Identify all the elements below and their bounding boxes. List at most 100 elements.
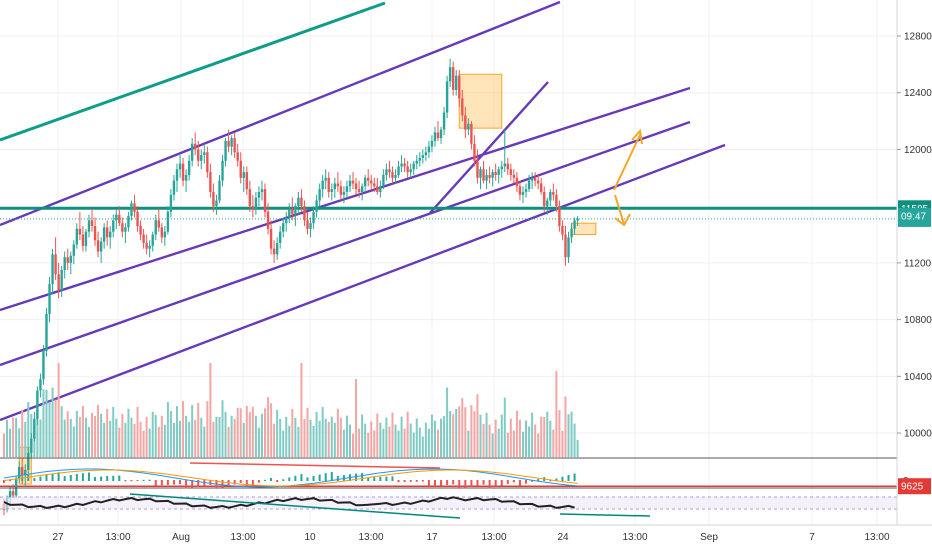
candle-body: [397, 166, 400, 175]
volume-bar: [433, 420, 436, 457]
macd-histogram-bar: [512, 480, 515, 483]
volume-bar: [130, 417, 133, 457]
volume-bar: [324, 418, 327, 457]
candle: [351, 172, 355, 190]
candle: [187, 155, 191, 181]
macd-histogram-bar: [282, 479, 285, 481]
candle-body: [11, 491, 15, 496]
candle: [503, 129, 506, 173]
candle: [115, 208, 118, 229]
candle-body: [57, 274, 60, 290]
candle-body: [324, 177, 327, 181]
candle-body: [309, 223, 312, 229]
macd-histogram-bar: [500, 480, 503, 486]
volume-bar: [327, 421, 330, 457]
volume-bar: [203, 426, 206, 457]
volume-bar: [163, 424, 166, 457]
candle: [11, 484, 15, 499]
candle: [458, 70, 461, 107]
volume-bar: [72, 426, 75, 457]
candle: [112, 214, 115, 238]
candle: [118, 206, 121, 227]
candle-body: [467, 123, 470, 130]
candle: [367, 169, 370, 187]
macd-histogram-bar: [221, 480, 224, 488]
candle: [30, 433, 33, 459]
rsi-line: [3, 496, 575, 510]
arrowhead-up: [631, 128, 643, 145]
candle-body: [388, 169, 391, 173]
candle-body: [115, 214, 118, 221]
macd-histogram-bar: [118, 475, 121, 481]
volume-bar: [224, 412, 227, 457]
arrowhead-down: [614, 213, 631, 227]
candle: [336, 172, 340, 192]
volume-bar: [515, 410, 518, 457]
candle: [342, 186, 346, 204]
candle-body: [424, 152, 428, 156]
time-tick-label: 13:00: [358, 532, 383, 543]
volume-bar: [248, 412, 251, 457]
candle: [172, 174, 176, 201]
candle-body: [72, 244, 76, 256]
macd-histogram-bar: [567, 475, 570, 481]
candle: [139, 220, 142, 241]
candle: [397, 160, 400, 178]
candle-body: [552, 191, 555, 195]
candle-body: [121, 223, 124, 232]
candle-body: [236, 152, 239, 161]
volume-bar: [75, 410, 78, 457]
volume-bar: [345, 415, 348, 457]
candle-body: [530, 177, 534, 181]
macd-histogram-bar: [518, 480, 521, 486]
volume-bar: [567, 414, 570, 457]
candle-body: [248, 189, 252, 207]
volume-bar: [78, 417, 81, 457]
candle: [379, 180, 382, 198]
candle: [233, 132, 236, 158]
volume-bar: [12, 417, 15, 457]
volume-bar: [476, 394, 479, 457]
candle: [439, 126, 443, 144]
candle-body: [285, 217, 288, 224]
volume-bar: [54, 399, 57, 457]
volume-bar: [166, 402, 169, 457]
macd-histogram-bar: [239, 480, 242, 483]
candle-body: [275, 243, 279, 255]
volume-bar: [452, 414, 455, 457]
candle: [136, 206, 139, 232]
candle: [218, 174, 221, 204]
candle: [497, 166, 500, 184]
volume-bar: [361, 414, 364, 457]
macd-histogram-bar: [397, 480, 400, 483]
candle: [318, 183, 321, 207]
candle: [209, 163, 212, 198]
volume-bar: [291, 408, 294, 457]
candle-body: [379, 186, 382, 192]
price-tick-label: 12800: [904, 32, 932, 43]
volume-bar: [6, 419, 9, 457]
volume-bar: [230, 415, 233, 457]
macd-histogram-bar: [45, 474, 48, 481]
candle: [309, 217, 312, 238]
candle-body: [142, 234, 145, 244]
candle-body: [224, 140, 227, 161]
candle-body: [178, 163, 182, 170]
candle: [60, 265, 63, 297]
candle-body: [533, 177, 537, 181]
volume-bar: [488, 424, 491, 457]
candle: [175, 163, 179, 192]
volume-bar: [191, 405, 194, 457]
candle-body: [351, 180, 355, 184]
candle-body: [433, 132, 437, 141]
candle: [415, 155, 418, 170]
candle-body: [181, 163, 185, 181]
macd-histogram-bar: [154, 480, 157, 486]
candle-body: [363, 177, 367, 187]
candle: [102, 223, 106, 249]
macd-histogram-bar: [476, 480, 479, 486]
volume-bar: [136, 406, 139, 457]
candle: [160, 223, 164, 244]
